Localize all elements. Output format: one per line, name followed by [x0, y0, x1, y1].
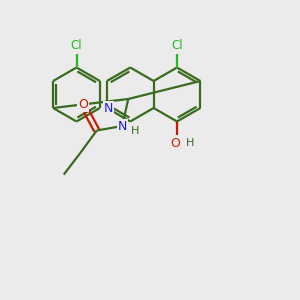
Text: N: N — [104, 101, 113, 115]
Text: N: N — [118, 119, 127, 133]
Text: Cl: Cl — [71, 39, 82, 52]
Text: O: O — [171, 136, 180, 150]
Text: H: H — [131, 125, 139, 136]
Text: Cl: Cl — [171, 39, 183, 52]
Text: O: O — [78, 98, 88, 111]
Text: H: H — [186, 138, 195, 148]
